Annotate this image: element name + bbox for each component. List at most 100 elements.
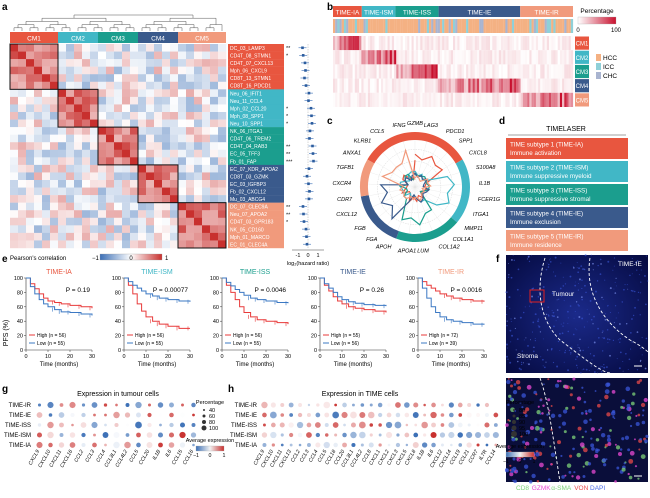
heatmap-cell — [66, 149, 75, 158]
radar-gene-label: LUM — [417, 248, 429, 254]
heatmap-cell — [346, 92, 349, 107]
heatmap-cell — [130, 157, 139, 166]
tissue-speckle — [601, 366, 603, 368]
heatmap-cell — [557, 78, 561, 93]
dot — [440, 413, 445, 417]
tissue-cell — [572, 447, 575, 451]
tissue-speckle — [639, 347, 642, 350]
heatmap-cell — [122, 59, 131, 67]
tissue-cell — [547, 478, 551, 481]
cancer-type-strip — [439, 19, 443, 33]
heatmap-cell — [34, 240, 43, 249]
heatmap-cell — [442, 92, 445, 107]
heatmap-cell — [426, 92, 430, 107]
heatmap-cell — [138, 210, 147, 218]
heatmap-cell — [511, 50, 515, 65]
km-low-curve — [124, 277, 191, 302]
cancer-type-strip — [394, 19, 397, 33]
heatmap-cell — [146, 225, 155, 234]
heatmap-cell — [433, 64, 436, 79]
forest-point — [305, 174, 309, 178]
heatmap-cell — [376, 92, 379, 107]
heatmap-cell — [178, 202, 187, 211]
heatmap-cell — [424, 78, 427, 93]
cancer-type-strip — [407, 19, 410, 33]
dot — [315, 432, 321, 438]
heatmap-cell — [437, 92, 441, 107]
heatmap-cell — [170, 180, 179, 188]
heatmap-cell — [18, 81, 27, 90]
heatmap-cell — [551, 64, 554, 79]
heatmap-cell — [483, 36, 486, 51]
type-legend-swatch — [596, 54, 601, 61]
forest-point — [302, 212, 305, 216]
dot — [136, 432, 141, 438]
heatmap-cell — [544, 64, 547, 79]
heatmap-cell — [186, 240, 195, 249]
heatmap-cell — [400, 92, 403, 107]
heatmap-cell — [66, 225, 75, 234]
size-legend-dot — [202, 420, 206, 424]
forest-point — [308, 137, 311, 140]
heatmap-cell — [58, 112, 67, 120]
tissue-speckle — [527, 345, 529, 347]
tissue-speckle — [602, 330, 604, 332]
dot — [387, 443, 391, 447]
km-y-tick-label: 100 — [406, 276, 415, 282]
tissue-speckle — [551, 310, 553, 312]
module-label: EC_01_CLEC4A — [230, 242, 268, 248]
tissue-speckle — [606, 321, 608, 323]
heatmap-cell — [496, 64, 499, 79]
heatmap-cell — [398, 92, 401, 107]
heatmap-cell — [26, 172, 35, 181]
timelaser-row — [506, 184, 628, 205]
heatmap-cell — [74, 164, 83, 173]
heatmap-cell — [420, 36, 423, 51]
heatmap-cell — [210, 51, 219, 60]
heatmap-cell — [66, 104, 75, 113]
tissue-cell — [604, 389, 610, 394]
heatmap-cell — [114, 74, 123, 82]
heatmap-cell — [10, 142, 19, 150]
heatmap-cell — [74, 119, 83, 128]
subtype-bar-label: TIME-IA — [335, 10, 359, 17]
cancer-type-strip — [457, 19, 460, 33]
cancer-type-strip — [542, 19, 545, 33]
heatmap-cell — [557, 92, 561, 107]
heatmap-cell — [82, 180, 91, 188]
heatmap-cell — [348, 36, 351, 51]
tissue-cell — [547, 378, 550, 381]
significance-star: * — [286, 114, 289, 120]
dot — [385, 431, 393, 439]
cancer-type-strip — [511, 19, 515, 33]
heatmap-cell — [474, 50, 478, 65]
tissue-speckle — [556, 299, 558, 301]
tissue-cell — [581, 386, 584, 389]
tissue-speckle — [590, 365, 592, 367]
heatmap-cell — [218, 149, 227, 158]
heatmap-cell — [50, 104, 59, 113]
forest-xlabel: log₂(hazard ratio) — [287, 261, 329, 267]
tissue-speckle — [631, 341, 633, 343]
heatmap-cell — [341, 36, 345, 51]
km-y-tick-label: 100 — [112, 276, 121, 282]
heatmap-cell — [415, 36, 419, 51]
dot-gene-label: CCL3 — [84, 449, 96, 464]
dot — [104, 443, 107, 447]
tissue-cell — [512, 466, 517, 471]
cancer-type-strip — [472, 19, 475, 33]
tissue-cell — [536, 479, 540, 483]
tissue-speckle — [613, 288, 615, 290]
heatmap-cell — [42, 202, 51, 211]
heatmap-cell — [178, 74, 187, 82]
heatmap-cell — [90, 104, 99, 113]
cancer-type-strip — [522, 19, 526, 33]
heatmap-cell — [525, 36, 528, 51]
module-label: Neu_11_CCL4 — [230, 99, 263, 105]
dendrogram-branch — [113, 24, 131, 28]
heatmap-cell — [162, 172, 171, 181]
km-pvalue: P = 0.00077 — [153, 287, 189, 294]
heatmap-cell — [479, 64, 482, 79]
heatmap-cell — [346, 78, 349, 93]
forest-point — [308, 129, 312, 133]
